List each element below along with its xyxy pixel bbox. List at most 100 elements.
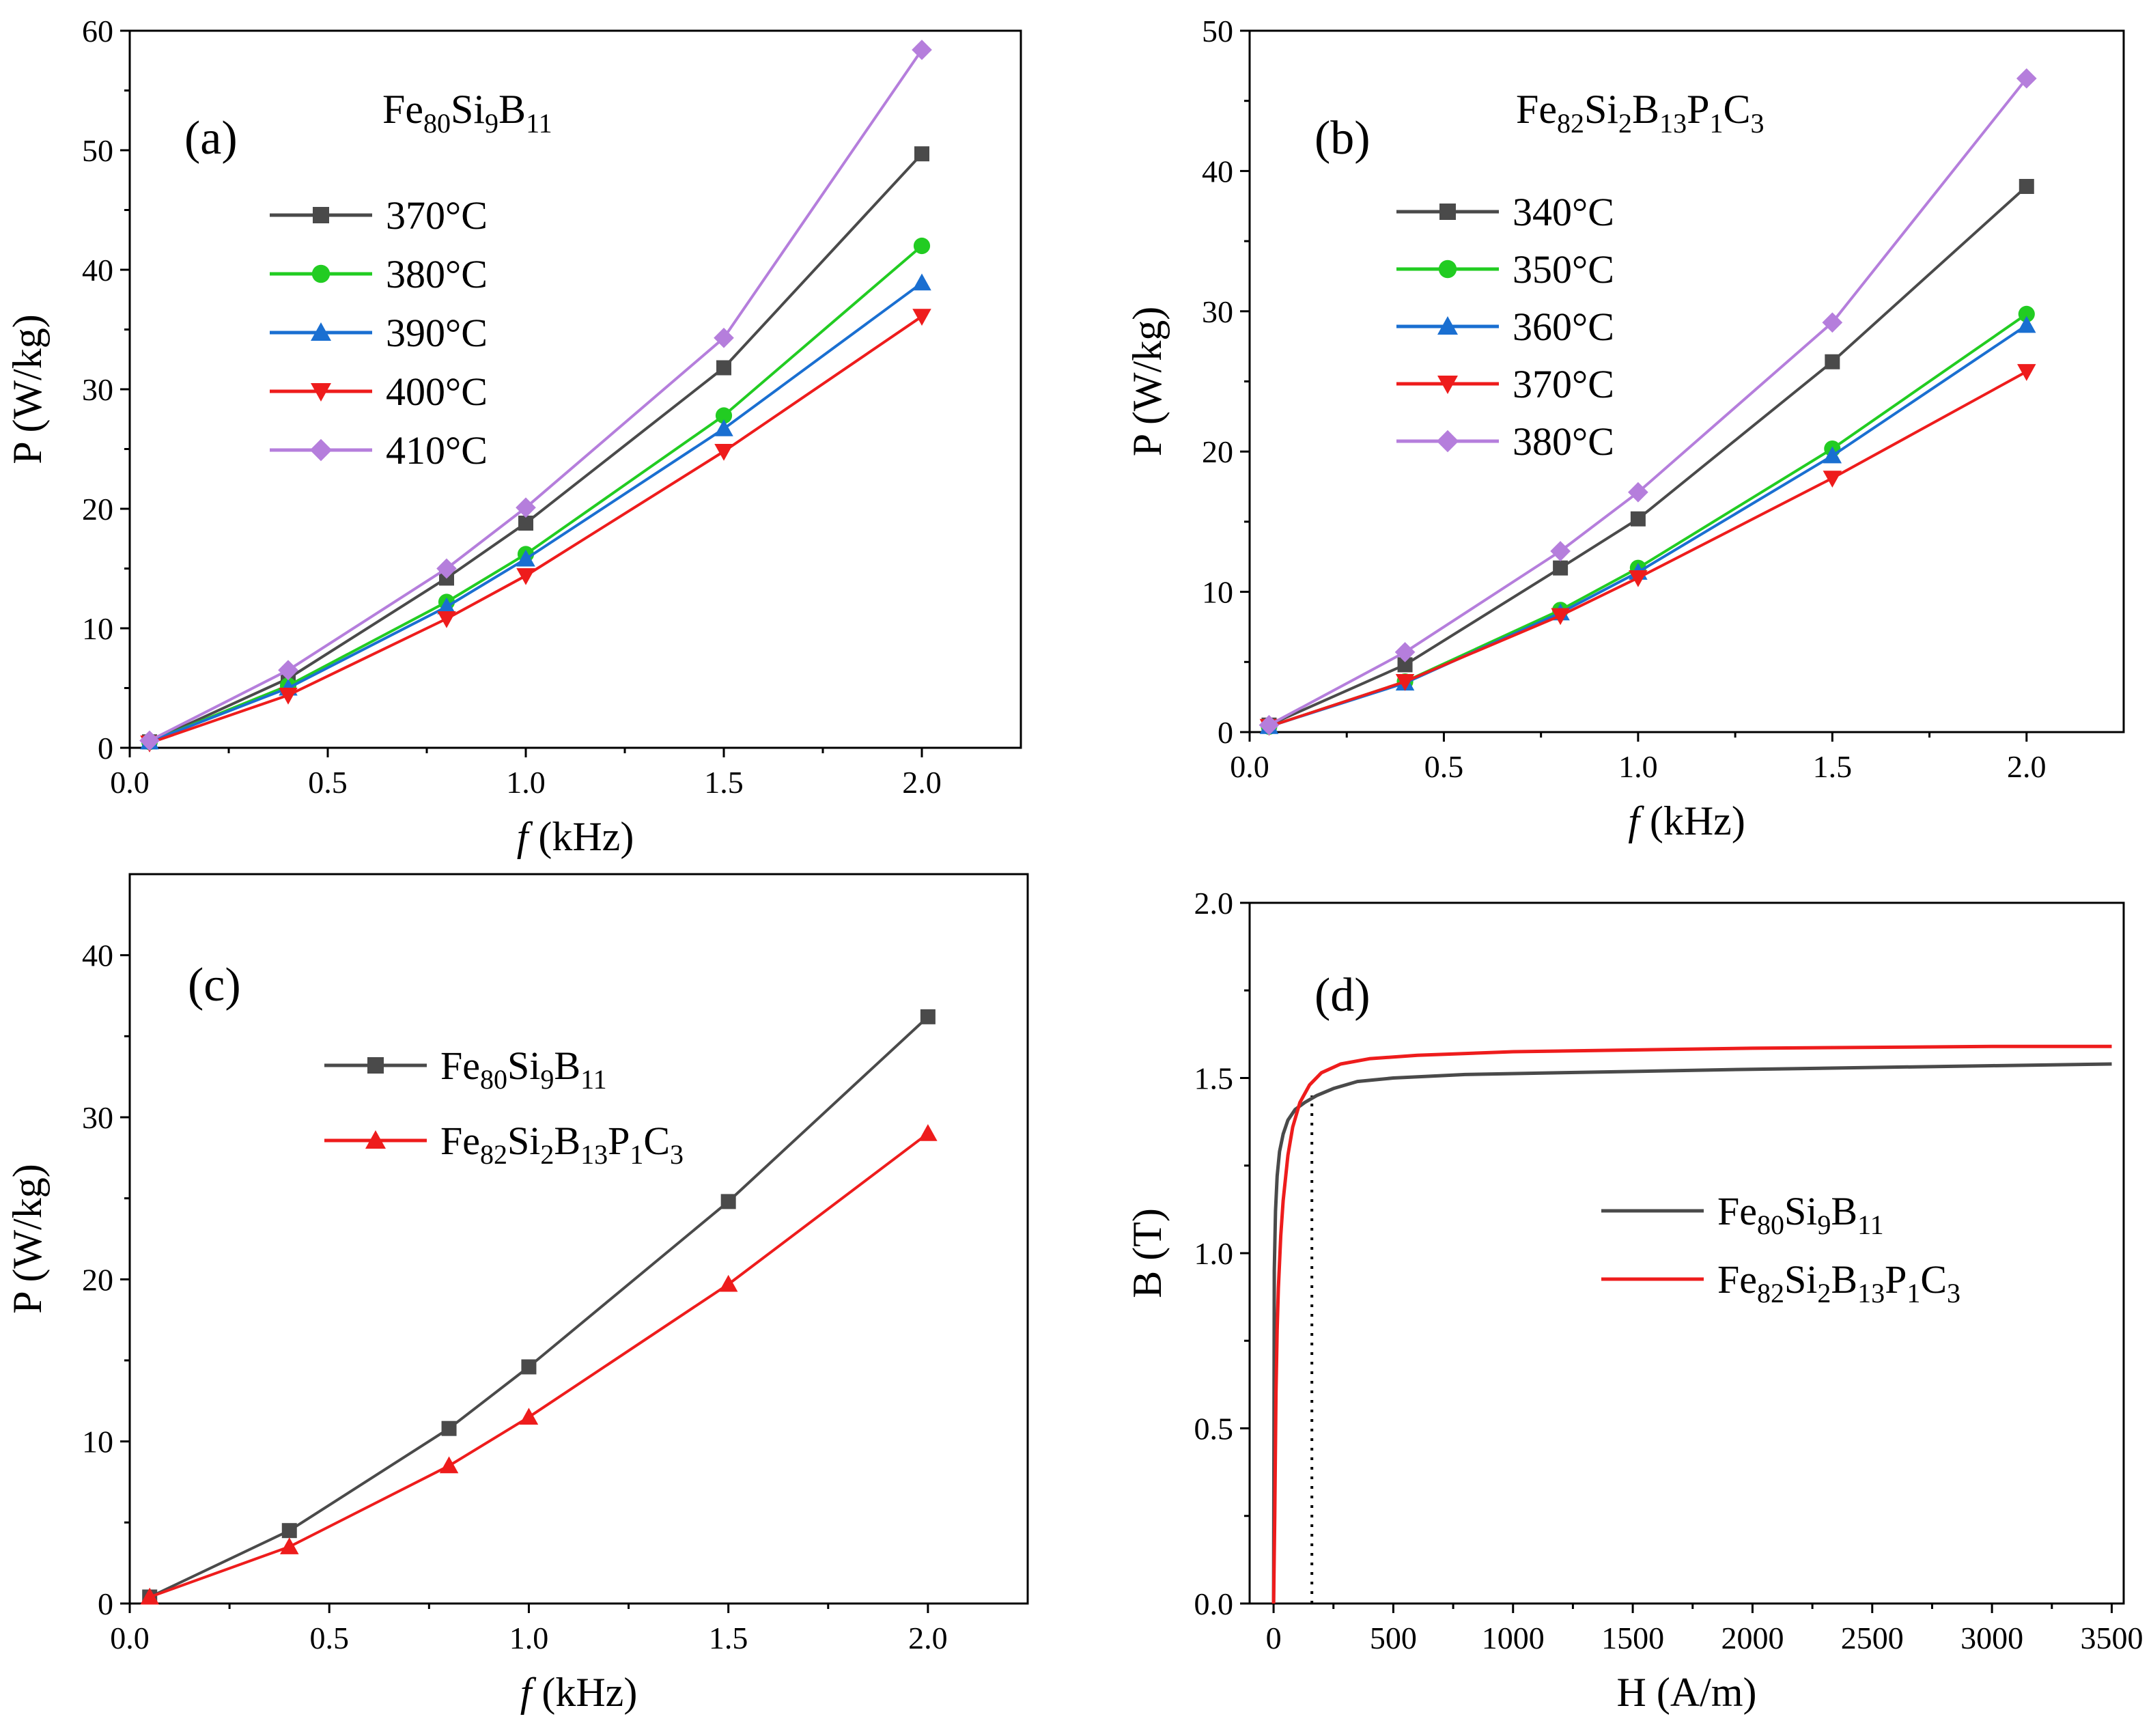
data-point <box>521 1359 537 1375</box>
y-tick-label: 0 <box>1218 715 1233 750</box>
data-point <box>437 597 456 615</box>
x-tick-label: 500 <box>1370 1621 1417 1655</box>
data-point <box>2017 364 2036 381</box>
data-point <box>281 1523 297 1539</box>
data-point <box>914 146 929 162</box>
legend-marker <box>1437 376 1458 394</box>
x-tick-label: 0.0 <box>110 1621 150 1655</box>
data-point <box>439 1456 459 1474</box>
y-axis-label: B (T) <box>1125 1208 1170 1298</box>
y-tick-label: 0 <box>98 731 113 766</box>
data-point <box>714 419 733 436</box>
x-axis-label: H (A/m) <box>1617 1670 1757 1715</box>
y-tick-label: 50 <box>1202 14 1233 48</box>
panel-a: 0.0 0.5 1.0 1.5 2.0 0 10 20 30 40 50 60 f (kHz) P (W/… <box>5 14 1022 859</box>
series-line <box>1268 324 2027 728</box>
data-point <box>516 549 535 567</box>
legend-label: 380°C <box>386 252 488 296</box>
data-point <box>2016 68 2037 89</box>
data-point <box>1394 642 1416 662</box>
legend-marker <box>311 383 331 402</box>
legend-entry: Fe80Si9B11 <box>1601 1189 1884 1240</box>
y-tick-label: 30 <box>82 372 113 407</box>
series-line <box>149 48 923 742</box>
x-tick-label: 3500 <box>2080 1621 2143 1655</box>
panel-b: 0.0 0.5 1.0 1.5 2.0 0 10 20 30 40 50 f (kHz) P (W/kg… <box>1125 14 2125 843</box>
data-point <box>519 1408 539 1425</box>
y-tick-label: 10 <box>1202 575 1233 610</box>
legend-entry: 410°C <box>270 428 488 473</box>
legend-marker <box>1439 204 1456 220</box>
y-tick-label: 20 <box>1202 434 1233 469</box>
panel-label: (d) <box>1314 969 1370 1022</box>
x-tick-label: 1.0 <box>509 1621 549 1655</box>
legend-entry: 380°C <box>270 252 488 296</box>
data-point <box>441 1420 457 1436</box>
data-point <box>714 444 733 461</box>
legend-label: Fe80Si9B11 <box>440 1044 607 1095</box>
x-tick-label: 0.5 <box>308 765 348 800</box>
data-point <box>912 309 931 326</box>
y-tick-label: 1.0 <box>1194 1236 1234 1271</box>
x-tick-label: 0.5 <box>1424 749 1464 784</box>
data-point <box>516 568 535 585</box>
legend-label: Fe82Si2B13P1C3 <box>1717 1257 1960 1308</box>
series-0 <box>1271 1062 2112 1604</box>
series-line <box>1268 77 2028 727</box>
x-tick-label: 2.0 <box>908 1621 948 1655</box>
y-tick-label: 0.0 <box>1194 1586 1234 1621</box>
legend-label: 390°C <box>386 311 488 355</box>
y-tick-label: 50 <box>82 133 113 168</box>
data-point <box>140 1587 159 1605</box>
series-line <box>1271 1062 2112 1604</box>
data-point <box>1551 608 1570 626</box>
y-tick-label: 40 <box>82 253 113 288</box>
y-tick-label: 2.0 <box>1194 886 1234 921</box>
x-axis-label: f (kHz) <box>1628 798 1745 843</box>
y-tick-label: 0 <box>98 1586 113 1621</box>
x-tick-label: 1.5 <box>709 1621 748 1655</box>
legend-entry: 380°C <box>1396 419 1614 464</box>
series-0 <box>142 1009 936 1605</box>
legend-entry: 370°C <box>1396 362 1614 406</box>
x-tick-label: 0.5 <box>309 1621 349 1655</box>
y-axis-label: P (W/kg) <box>1125 307 1170 456</box>
legend-marker <box>311 264 331 283</box>
data-point <box>278 660 298 681</box>
plot-frame <box>128 873 1029 1605</box>
data-point <box>437 611 456 628</box>
legend-entry: 370°C <box>270 193 488 238</box>
series-line <box>149 244 923 744</box>
y-axis-label: P (W/kg) <box>5 1164 50 1313</box>
data-point <box>714 327 734 348</box>
y-tick-label: 60 <box>82 14 113 48</box>
data-point <box>1629 570 1648 587</box>
y-tick-label: 40 <box>1202 154 1233 188</box>
series-line <box>149 281 923 744</box>
panel-title: Fe82Si2B13P1C3 <box>1516 87 1764 139</box>
legend-entry: 390°C <box>270 311 488 355</box>
panel-d: 0 500 1000 1500 2000 2500 3000 3500 0.0 0.5 1.0 1.5… <box>1125 886 2143 1715</box>
series-line <box>149 152 923 744</box>
data-point <box>913 237 931 255</box>
y-tick-label: 10 <box>82 611 113 646</box>
data-point <box>1259 714 1280 736</box>
data-point <box>518 516 533 531</box>
legend-label: 410°C <box>386 428 488 473</box>
series-line <box>1268 370 2027 728</box>
legend-marker <box>1438 260 1457 279</box>
y-tick-label: 20 <box>82 492 113 527</box>
legend-label: 360°C <box>1513 305 1614 349</box>
x-axis-label: f (kHz) <box>520 1670 638 1715</box>
data-point <box>1395 674 1415 691</box>
x-tick-label: 1.0 <box>1618 749 1658 784</box>
legend-label: 340°C <box>1513 190 1614 234</box>
series-4 <box>139 40 932 751</box>
data-point <box>279 688 298 705</box>
y-tick-label: 20 <box>82 1262 113 1297</box>
legend-entry: Fe80Si9B11 <box>324 1044 607 1095</box>
series-line <box>149 1132 929 1599</box>
x-tick-label: 1000 <box>1482 1621 1545 1655</box>
legend-label: Fe80Si9B11 <box>1717 1189 1884 1240</box>
